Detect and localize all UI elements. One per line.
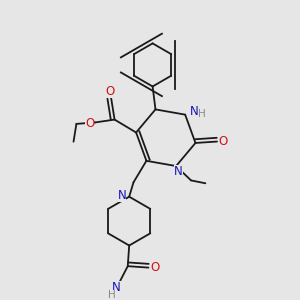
Text: H: H: [108, 290, 116, 300]
Text: N: N: [118, 189, 126, 202]
Text: H: H: [198, 109, 206, 119]
Text: N: N: [174, 165, 183, 178]
Text: O: O: [105, 85, 114, 98]
Text: N: N: [112, 281, 121, 295]
Text: N: N: [190, 105, 199, 118]
Text: O: O: [85, 117, 94, 130]
Text: O: O: [150, 261, 159, 274]
Text: O: O: [219, 135, 228, 148]
